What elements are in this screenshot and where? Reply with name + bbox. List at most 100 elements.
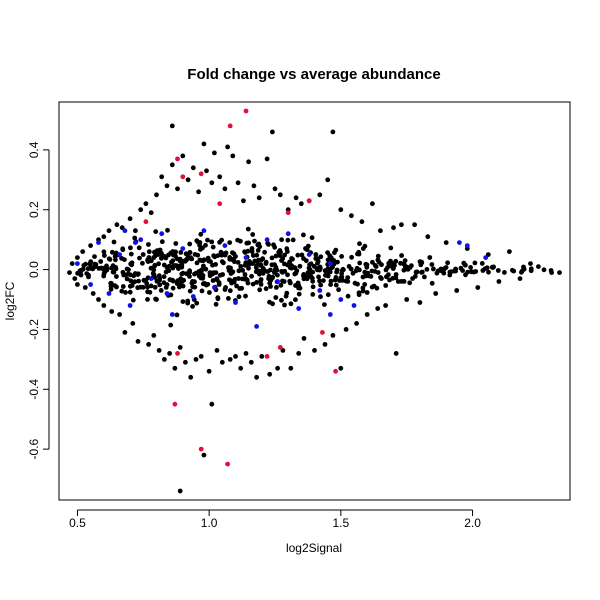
data-point-blue bbox=[275, 279, 280, 284]
data-point-black bbox=[317, 278, 322, 284]
data-point-black bbox=[180, 270, 186, 276]
data-point-black bbox=[490, 265, 496, 270]
data-point-black bbox=[146, 249, 152, 255]
data-point-black bbox=[80, 266, 86, 272]
data-point-black bbox=[383, 303, 388, 308]
data-point-black bbox=[296, 291, 302, 297]
data-point-black bbox=[175, 278, 181, 284]
data-point-black bbox=[222, 252, 228, 258]
data-point-black bbox=[280, 256, 286, 261]
data-point-black bbox=[419, 270, 424, 275]
data-point-black bbox=[507, 249, 512, 255]
data-point-black bbox=[236, 268, 242, 274]
data-point-black bbox=[288, 263, 294, 269]
data-point-black bbox=[250, 281, 256, 287]
data-point-black bbox=[424, 267, 430, 272]
data-point-black bbox=[265, 240, 271, 246]
data-point-black bbox=[127, 245, 133, 251]
data-point-black bbox=[148, 283, 154, 289]
data-point-black bbox=[128, 251, 134, 257]
data-point-black bbox=[120, 284, 126, 289]
data-point-black bbox=[109, 309, 115, 314]
data-point-black bbox=[75, 282, 80, 287]
data-point-black bbox=[164, 183, 170, 189]
data-point-black bbox=[93, 262, 99, 267]
data-point-black bbox=[243, 351, 249, 356]
data-point-black bbox=[164, 282, 170, 288]
data-point-black bbox=[231, 279, 237, 285]
y-tick-label: 0.2 bbox=[27, 201, 41, 218]
data-point-black bbox=[325, 292, 331, 298]
data-point-black bbox=[185, 300, 191, 306]
data-point-black bbox=[145, 259, 151, 264]
data-point-black bbox=[187, 274, 192, 279]
data-point-black bbox=[163, 269, 169, 275]
data-point-black bbox=[279, 237, 284, 243]
data-point-black bbox=[301, 336, 307, 341]
data-point-black bbox=[217, 272, 223, 278]
data-point-black bbox=[541, 267, 547, 273]
data-point-black bbox=[328, 282, 333, 287]
data-point-black bbox=[315, 256, 320, 262]
data-point-black bbox=[199, 258, 204, 263]
data-point-black bbox=[153, 229, 159, 235]
data-point-black bbox=[422, 274, 427, 280]
data-point-black bbox=[404, 297, 410, 302]
data-point-black bbox=[209, 239, 215, 245]
data-point-black bbox=[249, 273, 255, 279]
data-point-black bbox=[140, 260, 145, 266]
data-point-black bbox=[299, 252, 305, 258]
data-point-black bbox=[227, 240, 233, 246]
data-point-black bbox=[113, 265, 119, 270]
data-point-black bbox=[270, 275, 275, 281]
data-point-black bbox=[114, 222, 120, 228]
data-point-black bbox=[296, 351, 302, 356]
data-point-black bbox=[333, 282, 339, 288]
data-point-black bbox=[236, 276, 241, 281]
data-point-black bbox=[298, 201, 304, 207]
data-point-black bbox=[357, 260, 363, 266]
data-point-black bbox=[375, 253, 381, 259]
data-point-red bbox=[306, 198, 312, 204]
data-point-black bbox=[289, 256, 294, 261]
data-point-blue bbox=[75, 261, 80, 266]
data-point-black bbox=[429, 280, 435, 286]
data-point-black bbox=[246, 265, 251, 271]
data-point-black bbox=[203, 242, 208, 248]
data-point-black bbox=[92, 254, 97, 259]
data-point-black bbox=[372, 263, 378, 268]
data-point-black bbox=[284, 290, 290, 296]
data-point-black bbox=[148, 210, 154, 216]
data-point-black bbox=[375, 257, 381, 263]
data-point-black bbox=[399, 253, 404, 258]
data-point-black bbox=[453, 268, 458, 274]
data-point-black bbox=[132, 235, 138, 241]
data-point-black bbox=[213, 270, 219, 275]
data-point-black bbox=[146, 342, 152, 347]
data-point-black bbox=[434, 270, 440, 276]
data-point-black bbox=[285, 272, 290, 278]
data-point-black bbox=[253, 265, 259, 270]
data-point-red bbox=[227, 123, 233, 129]
data-point-black bbox=[88, 259, 94, 265]
data-point-black bbox=[349, 213, 354, 219]
data-point-black bbox=[98, 259, 104, 264]
data-point-black bbox=[152, 263, 158, 269]
data-point-black bbox=[75, 255, 80, 260]
data-point-black bbox=[135, 272, 141, 277]
data-point-black bbox=[78, 272, 84, 278]
data-point-black bbox=[130, 321, 136, 326]
data-point-black bbox=[198, 354, 204, 359]
data-point-black bbox=[330, 333, 336, 338]
data-point-black bbox=[159, 174, 165, 180]
data-point-black bbox=[241, 198, 246, 204]
data-point-black bbox=[227, 288, 233, 294]
data-point-black bbox=[433, 291, 439, 296]
data-point-black bbox=[85, 266, 91, 272]
data-point-black bbox=[384, 274, 389, 280]
data-point-black bbox=[106, 256, 112, 262]
data-point-blue bbox=[483, 255, 489, 260]
data-point-black bbox=[282, 268, 288, 274]
data-point-black bbox=[445, 260, 450, 266]
data-point-black bbox=[227, 357, 233, 362]
